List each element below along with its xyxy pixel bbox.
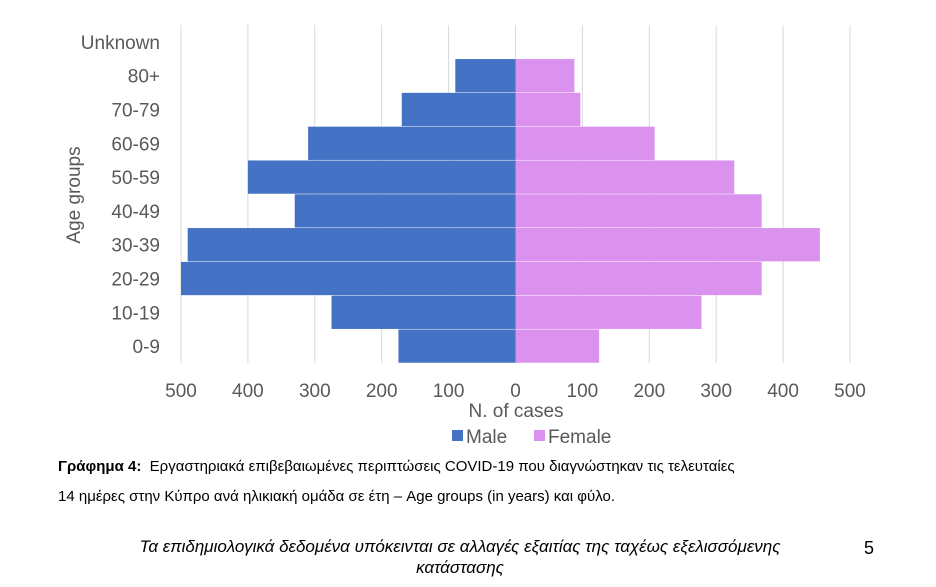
bar-female-10-19 [515, 295, 702, 329]
bar-female-70-79 [515, 92, 581, 127]
x-tick-label: 300 [700, 381, 732, 402]
x-tick-label: 200 [366, 381, 398, 402]
bar-male-10-19 [331, 295, 516, 329]
bar-male-50-59 [247, 160, 516, 194]
y-tick-label: Unknown [81, 33, 160, 54]
bar-female-80+ [515, 59, 575, 93]
caption-line-1: Εργαστηριακά επιβεβαιωμένες περιπτώσεις … [149, 458, 735, 475]
x-tick-label: 500 [834, 381, 866, 402]
page-number: 5 [864, 538, 875, 558]
bar-female-0-9 [515, 329, 600, 363]
population-pyramid-chart: 0-9 10-19 20-29 30-39 40-49 50-59 60-69 70-79 80… [64, 25, 866, 448]
y-tick-label: 80+ [128, 67, 160, 88]
y-tick-label: 10-19 [111, 303, 160, 324]
caption-line-2: 14 ημέρες στην Κύπρο ανά ηλικιακή ομάδα … [58, 488, 615, 505]
figure-caption-continued: 14 ημέρες στην Κύπρο ανά ηλικιακή ομάδα … [58, 482, 898, 512]
x-tick-label: 0 [510, 381, 521, 402]
figure-caption: Γράφημα 4: Εργαστηριακά επιβεβαιωμένες π… [58, 452, 898, 482]
y-axis-title: Age groups [64, 146, 85, 243]
bar-female-30-39 [515, 228, 820, 262]
x-tick-label: 300 [299, 381, 331, 402]
legend: Male Female [452, 427, 611, 448]
bar-male-80+ [455, 59, 516, 93]
footer-line-1: Τα επιδημιολογικά δεδομένα υπόκεινται σε… [139, 537, 781, 556]
bar-male-40-49 [294, 194, 516, 228]
bar-female-60-69 [515, 126, 655, 160]
x-tick-label: 100 [433, 381, 465, 402]
bar-female-40-49 [515, 194, 762, 228]
y-tick-label: 0-9 [133, 337, 160, 358]
y-tick-label: 30-39 [111, 236, 160, 257]
x-tick-label: 200 [633, 381, 665, 402]
y-tick-labels: 0-9 10-19 20-29 30-39 40-49 50-59 60-69 70-79 80… [81, 33, 160, 358]
x-axis-title: N. of cases [468, 401, 563, 422]
bar-male-0-9 [398, 329, 516, 363]
y-tick-label: 70-79 [111, 101, 160, 122]
x-tick-label: 400 [232, 381, 264, 402]
legend-swatch-male [452, 430, 463, 441]
bar-male-20-29 [181, 261, 516, 296]
legend-label-female: Female [548, 427, 611, 448]
legend-label-male: Male [466, 427, 507, 448]
y-tick-label: 20-29 [111, 270, 160, 291]
bar-male-30-39 [187, 228, 516, 262]
footer-line-2: κατάστασης [416, 558, 504, 577]
y-tick-label: 50-59 [111, 168, 160, 189]
x-tick-label: 500 [165, 381, 197, 402]
legend-swatch-female [534, 430, 545, 441]
x-tick-label: 400 [767, 381, 799, 402]
bar-female-20-29 [515, 261, 762, 296]
bar-female-50-59 [515, 160, 735, 194]
bar-male-60-69 [308, 126, 516, 160]
bar-male-70-79 [401, 92, 516, 127]
bars [181, 59, 820, 363]
x-tick-labels: 500 400 300 200 100 0 100 200 300 400 500 [165, 381, 866, 402]
caption-label: Γράφημα 4: [58, 458, 142, 475]
y-tick-label: 40-49 [111, 202, 160, 223]
y-tick-label: 60-69 [111, 134, 160, 155]
footer-note: Τα επιδημιολογικά δεδομένα υπόκεινται σε… [60, 536, 860, 578]
x-tick-label: 100 [567, 381, 599, 402]
